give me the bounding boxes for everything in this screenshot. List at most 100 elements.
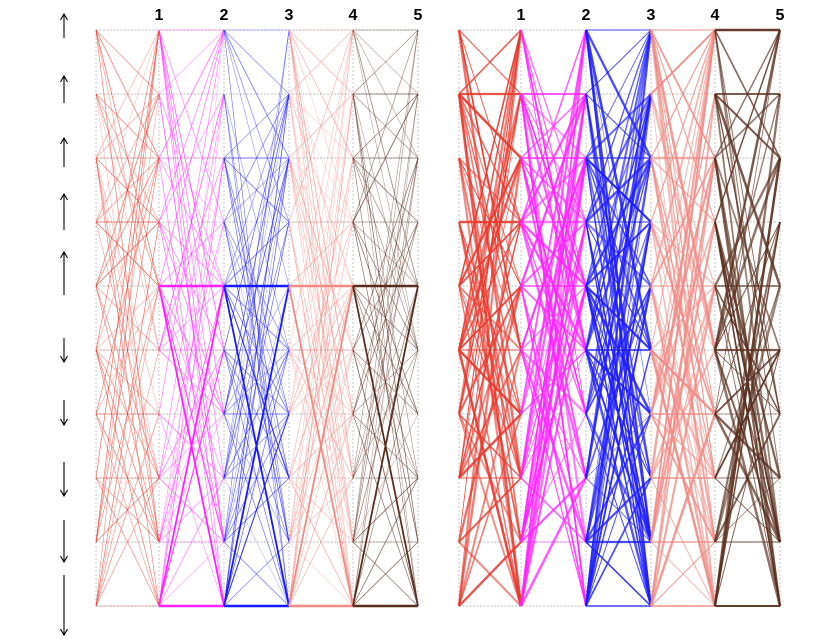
left-connection-line bbox=[95, 349, 160, 543]
up-arrow-icon bbox=[60, 192, 68, 230]
right-connection-line bbox=[458, 29, 522, 95]
left-connection-line bbox=[352, 285, 419, 479]
left-connection-line bbox=[352, 349, 419, 415]
left-connection-line bbox=[223, 93, 290, 287]
left-connection-line bbox=[95, 413, 160, 543]
right-connection-line bbox=[520, 93, 587, 607]
down-arrow-icon bbox=[60, 462, 68, 498]
left-connection-line bbox=[95, 157, 160, 543]
arrow-head bbox=[60, 418, 68, 427]
right-connection-line bbox=[649, 285, 717, 607]
left-parallel-panel: 1 2 3 4 5 bbox=[95, 7, 423, 608]
left-connection-line bbox=[95, 29, 160, 607]
right-connection-line bbox=[650, 29, 716, 351]
left-connection-line bbox=[352, 93, 419, 607]
left-highlight-path bbox=[288, 285, 354, 607]
left-connection-line bbox=[288, 349, 354, 607]
left-highlight-path bbox=[158, 285, 225, 543]
left-connection-line bbox=[288, 541, 354, 607]
right-connection-line bbox=[585, 221, 652, 607]
left-highlight-path bbox=[158, 285, 225, 607]
up-arrow-icon bbox=[60, 136, 68, 167]
left-connection-line bbox=[223, 29, 290, 479]
left-connection-line bbox=[95, 285, 160, 607]
left-connection-line bbox=[95, 29, 160, 159]
left-connection-line bbox=[95, 221, 160, 607]
left-connection-line bbox=[95, 29, 160, 223]
left-arrow-column bbox=[60, 12, 68, 637]
right-connection-line bbox=[649, 29, 717, 479]
right-connection-line bbox=[714, 29, 781, 223]
right-connection-line bbox=[585, 157, 652, 607]
left-connection-line bbox=[288, 29, 354, 351]
left-connection-line bbox=[95, 349, 160, 607]
right-connection-line bbox=[519, 221, 588, 607]
right-connection-line bbox=[458, 541, 522, 607]
left-connection-line bbox=[288, 29, 354, 223]
up-arrow-icon bbox=[60, 74, 68, 103]
right-axis-label-2: 2 bbox=[582, 7, 591, 24]
right-connection-line bbox=[458, 29, 522, 351]
arrow-head bbox=[60, 250, 68, 259]
right-connection-line bbox=[649, 413, 717, 607]
left-axis-label-4: 4 bbox=[349, 7, 358, 24]
right-connection-line bbox=[713, 29, 782, 351]
right-connection-line bbox=[650, 29, 716, 159]
right-connection-line bbox=[584, 93, 653, 479]
left-connection-line bbox=[352, 157, 419, 607]
right-connection-line bbox=[585, 413, 652, 607]
left-connection-line bbox=[288, 93, 354, 543]
down-arrow-icon bbox=[60, 520, 68, 564]
left-connection-line bbox=[352, 285, 419, 543]
right-axis-label-3: 3 bbox=[647, 7, 656, 24]
left-axis-label-5: 5 bbox=[414, 7, 423, 24]
right-connection-line bbox=[713, 93, 782, 607]
right-connection-line bbox=[650, 93, 716, 607]
left-connection-line bbox=[158, 157, 225, 351]
right-connection-line bbox=[458, 29, 522, 543]
right-connection-line bbox=[585, 29, 652, 479]
right-connection-line bbox=[714, 413, 781, 479]
right-axis-label-4: 4 bbox=[711, 7, 720, 24]
left-connection-line bbox=[352, 157, 419, 223]
left-connection-line bbox=[288, 157, 354, 607]
left-connection-line bbox=[352, 93, 419, 543]
right-connection-line bbox=[585, 477, 652, 607]
right-connection-line bbox=[585, 285, 652, 607]
right-connection-line bbox=[714, 221, 781, 607]
right-connection-line bbox=[520, 93, 587, 223]
left-connection-line bbox=[158, 93, 225, 607]
left-connection-line bbox=[158, 157, 225, 607]
arrow-head bbox=[60, 192, 68, 201]
left-axis-labels: 1 2 3 4 5 bbox=[155, 7, 423, 24]
right-parallel-panel: 1 2 3 4 5 bbox=[457, 7, 785, 607]
left-connection-line bbox=[223, 93, 290, 351]
left-connection-line bbox=[352, 477, 419, 607]
left-connection-line bbox=[223, 93, 290, 415]
right-connection-line bbox=[650, 29, 716, 415]
right-axis-labels: 1 2 3 4 5 bbox=[517, 7, 785, 24]
left-connection-line bbox=[288, 285, 354, 543]
right-connection-line bbox=[458, 29, 522, 479]
left-connection-line bbox=[158, 157, 225, 223]
left-connection-line bbox=[158, 93, 225, 287]
left-connection-line bbox=[95, 477, 160, 607]
left-connection-line bbox=[158, 29, 225, 607]
left-connection-line bbox=[223, 29, 290, 95]
left-panel-highlighted-paths bbox=[158, 284, 419, 608]
right-connection-line bbox=[714, 29, 781, 415]
right-connection-line bbox=[458, 221, 522, 479]
right-connection-line bbox=[714, 29, 781, 159]
arrow-head bbox=[60, 12, 68, 21]
up-arrow-icon bbox=[60, 12, 68, 38]
left-connection-line bbox=[158, 29, 225, 95]
right-connection-line bbox=[458, 349, 522, 607]
left-connection-line bbox=[95, 93, 160, 159]
left-connection-line bbox=[95, 29, 160, 159]
right-connection-line bbox=[584, 93, 653, 607]
right-connection-line bbox=[457, 157, 523, 607]
right-connection-line bbox=[520, 285, 587, 607]
right-connection-line bbox=[585, 29, 652, 159]
left-connection-line bbox=[95, 29, 160, 351]
